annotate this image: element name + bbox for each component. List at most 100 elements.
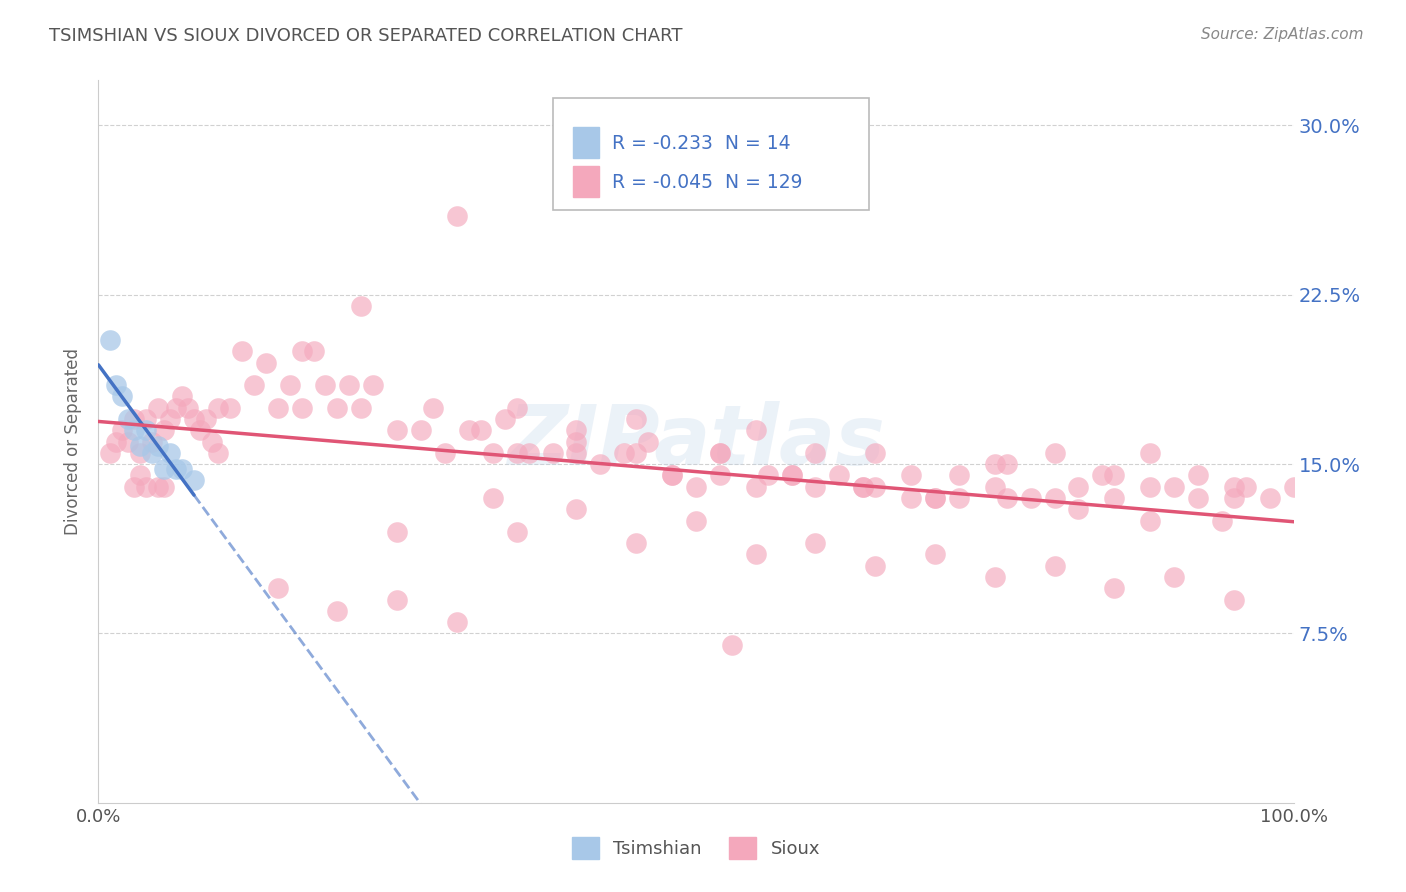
Point [721,638,744,652]
Point [153,423,176,437]
Point [804,480,827,494]
Point [124,412,146,426]
Point [111,423,134,437]
Point [1163,570,1185,584]
Point [458,423,481,437]
Point [105,434,128,449]
Point [565,502,588,516]
Point [135,480,157,494]
Point [506,401,529,415]
Point [924,548,946,562]
Point [117,434,139,449]
Point [302,344,325,359]
Point [1019,491,1042,505]
Point [1043,558,1066,573]
Text: Source: ZipAtlas.com: Source: ZipAtlas.com [1201,27,1364,42]
Point [685,514,707,528]
Point [900,468,922,483]
Point [434,446,457,460]
Point [804,536,827,550]
Text: R = -0.045  N = 129: R = -0.045 N = 129 [613,173,803,192]
Text: TSIMSHIAN VS SIOUX DIVORCED OR SEPARATED CORRELATION CHART: TSIMSHIAN VS SIOUX DIVORCED OR SEPARATED… [49,27,683,45]
Bar [572,166,599,196]
Point [129,446,152,460]
Point [153,461,176,475]
Bar [572,128,599,158]
Point [219,401,242,415]
Point [1211,514,1233,528]
Point [613,446,636,460]
Point [201,434,224,449]
FancyBboxPatch shape [553,98,869,211]
Point [177,401,200,415]
Point [385,423,409,437]
Point [148,439,170,453]
Point [506,524,529,539]
Point [172,389,194,403]
Point [745,423,768,437]
Point [326,401,349,415]
Point [98,333,122,347]
Point [148,401,170,415]
Point [517,446,540,460]
Point [470,423,492,437]
Point [172,461,194,475]
Point [1223,480,1246,494]
Point [756,468,779,483]
Point [852,480,875,494]
Point [637,434,659,449]
Point [924,491,946,505]
Point [195,412,218,426]
Point [865,558,887,573]
Point [626,536,648,550]
Point [105,378,128,392]
Point [1139,446,1161,460]
Point [984,480,1007,494]
Point [1043,446,1066,460]
Point [804,446,827,460]
Point [267,582,290,596]
Point [984,570,1007,584]
Point [948,468,970,483]
Point [1258,491,1281,505]
Point [339,378,361,392]
Point [148,480,170,494]
Point [207,446,229,460]
Point [565,423,588,437]
Point [135,423,157,437]
Point [153,480,176,494]
Point [385,592,409,607]
Point [1223,491,1246,505]
Point [852,480,875,494]
Point [709,446,731,460]
Point [506,446,529,460]
Point [1234,480,1257,494]
Point [363,378,385,392]
Point [124,480,146,494]
Point [422,401,444,415]
Point [1139,514,1161,528]
Point [1104,491,1126,505]
Point [291,344,314,359]
Point [865,480,887,494]
Point [291,401,314,415]
Point [948,491,970,505]
Point [745,480,768,494]
Point [589,457,612,471]
Point [411,423,433,437]
Point [446,615,468,630]
Point [159,446,181,460]
Point [780,468,803,483]
Point [350,401,373,415]
Point [165,401,187,415]
Point [267,401,290,415]
Point [494,412,516,426]
Point [385,524,409,539]
Point [565,446,588,460]
Point [984,457,1007,471]
Point [1067,502,1090,516]
Point [207,401,229,415]
Point [183,473,205,487]
Point [231,344,253,359]
Point [278,378,301,392]
